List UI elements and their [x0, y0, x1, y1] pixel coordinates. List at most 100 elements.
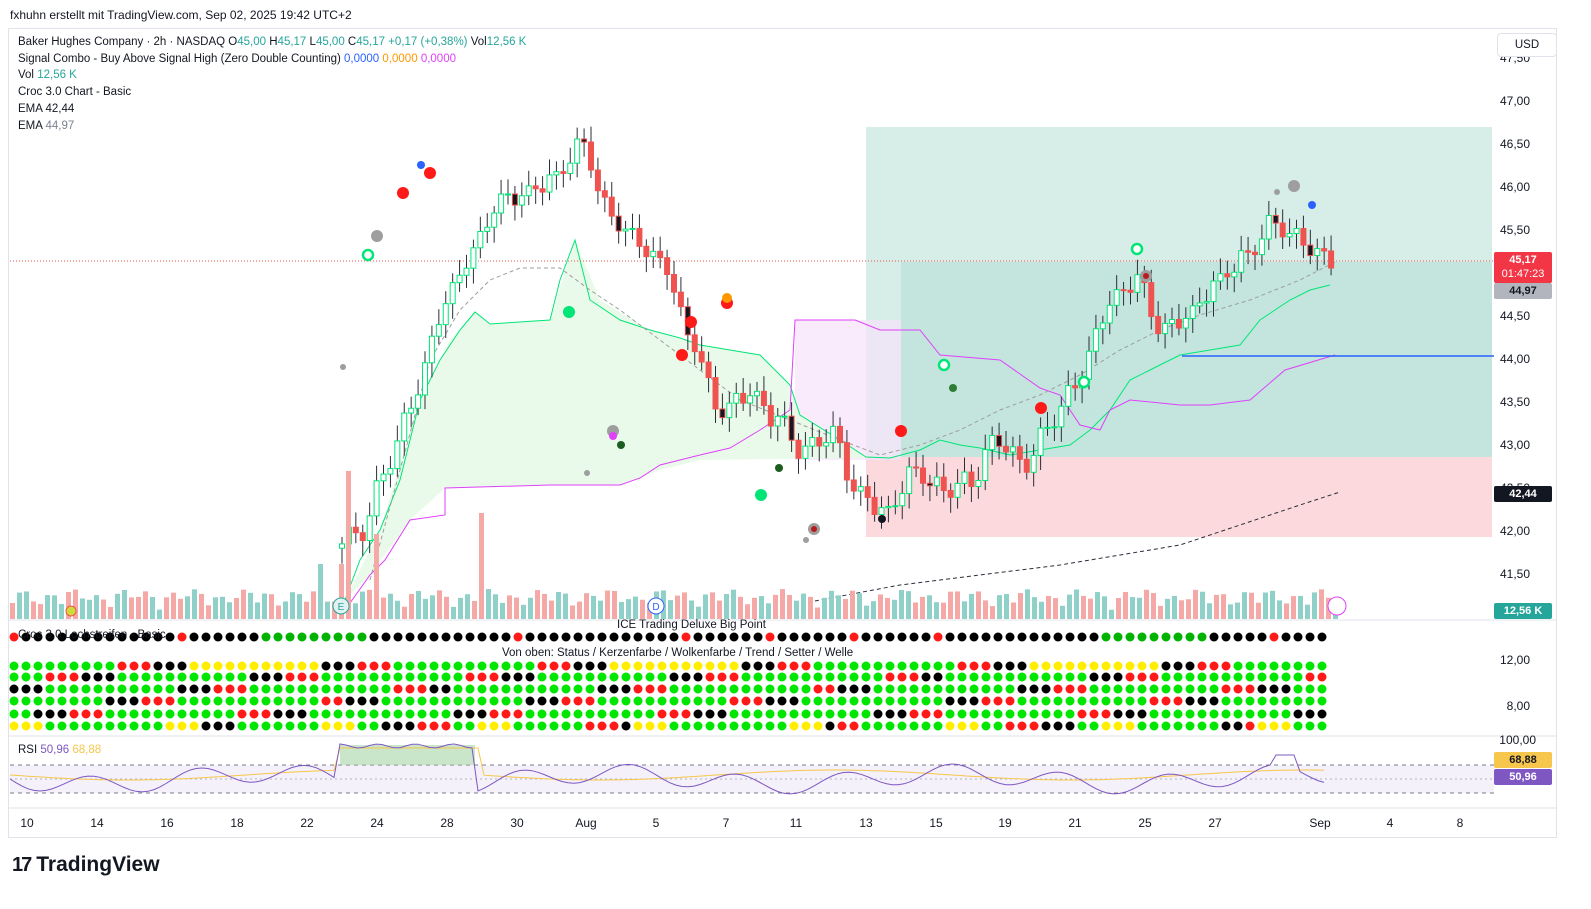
ice-dot — [1137, 661, 1147, 671]
signal-marker — [775, 464, 783, 472]
ice-dot — [93, 684, 103, 694]
ice-dot — [513, 709, 523, 719]
ice-dot — [849, 672, 859, 682]
ice-dot — [705, 672, 715, 682]
ice-dot — [9, 696, 19, 706]
price-axis[interactable]: 47,5047,0046,5046,0045,5045,0044,5044,00… — [1499, 51, 1536, 747]
ice-dot — [957, 709, 967, 719]
ice-dot — [453, 632, 463, 642]
ice-dot — [981, 721, 991, 731]
ice-dot — [9, 632, 19, 642]
ice-dot — [1269, 721, 1279, 731]
signal-marker — [397, 187, 409, 199]
ice-dot — [1185, 684, 1195, 694]
price-tick-label: 44,50 — [1500, 309, 1530, 323]
ice-dot — [513, 696, 523, 706]
ice-dot — [129, 696, 139, 706]
ice-dot — [873, 709, 883, 719]
ice-dot — [981, 632, 991, 642]
ice-dot — [765, 721, 775, 731]
ice-dot — [813, 696, 823, 706]
volume-bar — [514, 597, 519, 619]
ice-dot — [1281, 661, 1291, 671]
currency-button[interactable]: USD — [1497, 33, 1557, 57]
candle-body — [449, 282, 456, 305]
ice-dot — [1149, 696, 1159, 706]
candle-body — [546, 174, 553, 193]
ice-dot — [945, 709, 955, 719]
volume-bar — [115, 593, 120, 619]
ice-dot — [765, 672, 775, 682]
ice-dot — [1005, 661, 1015, 671]
ice-dot — [33, 709, 43, 719]
ice-dot — [513, 672, 523, 682]
ice-dot — [1125, 672, 1135, 682]
volume-bar — [605, 590, 610, 619]
ice-dot — [417, 672, 427, 682]
ice-dot — [933, 709, 943, 719]
ice-dot — [165, 632, 175, 642]
candle-body — [1016, 446, 1023, 460]
ice-dot — [861, 661, 871, 671]
ice-dot — [45, 684, 55, 694]
volume-bar — [969, 593, 974, 619]
ice-dot — [105, 661, 115, 671]
ice-dot — [669, 721, 679, 731]
candle-body — [1210, 280, 1217, 303]
ice-dot — [285, 661, 295, 671]
attribution-text: fxhuhn erstellt mit TradingView.com, Sep… — [10, 8, 352, 22]
volume-bar — [297, 594, 302, 619]
ice-dot — [681, 696, 691, 706]
ice-dot — [573, 684, 583, 694]
ice-dot — [213, 721, 223, 731]
ice-dot — [333, 684, 343, 694]
ice-dot — [621, 632, 631, 642]
volume-bar — [864, 605, 869, 619]
volume-bar — [675, 595, 680, 619]
ice-dot — [333, 696, 343, 706]
candle-body — [415, 394, 422, 409]
volume-bar — [528, 597, 533, 619]
time-tick-label: 24 — [370, 816, 384, 830]
candle-body — [823, 442, 830, 447]
ice-dot — [981, 709, 991, 719]
ice-dot — [1065, 684, 1075, 694]
ice-dot — [633, 684, 643, 694]
ice-dot — [237, 632, 247, 642]
ice-dot — [309, 684, 319, 694]
ice-dot — [489, 721, 499, 731]
ice-dot — [897, 709, 907, 719]
volume-bar — [129, 597, 134, 619]
time-tick-label: Aug — [575, 816, 596, 830]
volume-bar — [423, 598, 428, 619]
volume-bar — [24, 591, 29, 619]
ice-dot — [633, 632, 643, 642]
ice-dot — [1149, 684, 1159, 694]
ice-dot — [1245, 632, 1255, 642]
volume-bar — [822, 597, 827, 619]
ice-dot — [861, 721, 871, 731]
time-tick-label: 30 — [510, 816, 524, 830]
ice-dot — [1233, 632, 1243, 642]
volume-bar — [934, 602, 939, 619]
ice-dot — [45, 632, 55, 642]
ice-dot — [105, 721, 115, 731]
volume-bar — [941, 602, 946, 619]
candle-body — [1127, 289, 1134, 293]
ice-dot — [141, 661, 151, 671]
ice-dot — [189, 632, 199, 642]
ice-dot — [813, 709, 823, 719]
ice-dot — [1005, 709, 1015, 719]
ice-dot — [885, 721, 895, 731]
ice-dot — [1065, 672, 1075, 682]
time-axis[interactable]: 10 14 16 18 22 24 28 30 Aug 5 7 11 13 15 19 21 25 27 Sep 4 8 — [20, 816, 1463, 830]
time-tick-label: 25 — [1138, 816, 1152, 830]
ice-dot — [1209, 696, 1219, 706]
candle-body — [767, 405, 774, 427]
ice-dot — [717, 632, 727, 642]
ice-dot — [513, 661, 523, 671]
ice-dot — [669, 709, 679, 719]
ice-dot — [669, 661, 679, 671]
ice-dot — [609, 632, 619, 642]
